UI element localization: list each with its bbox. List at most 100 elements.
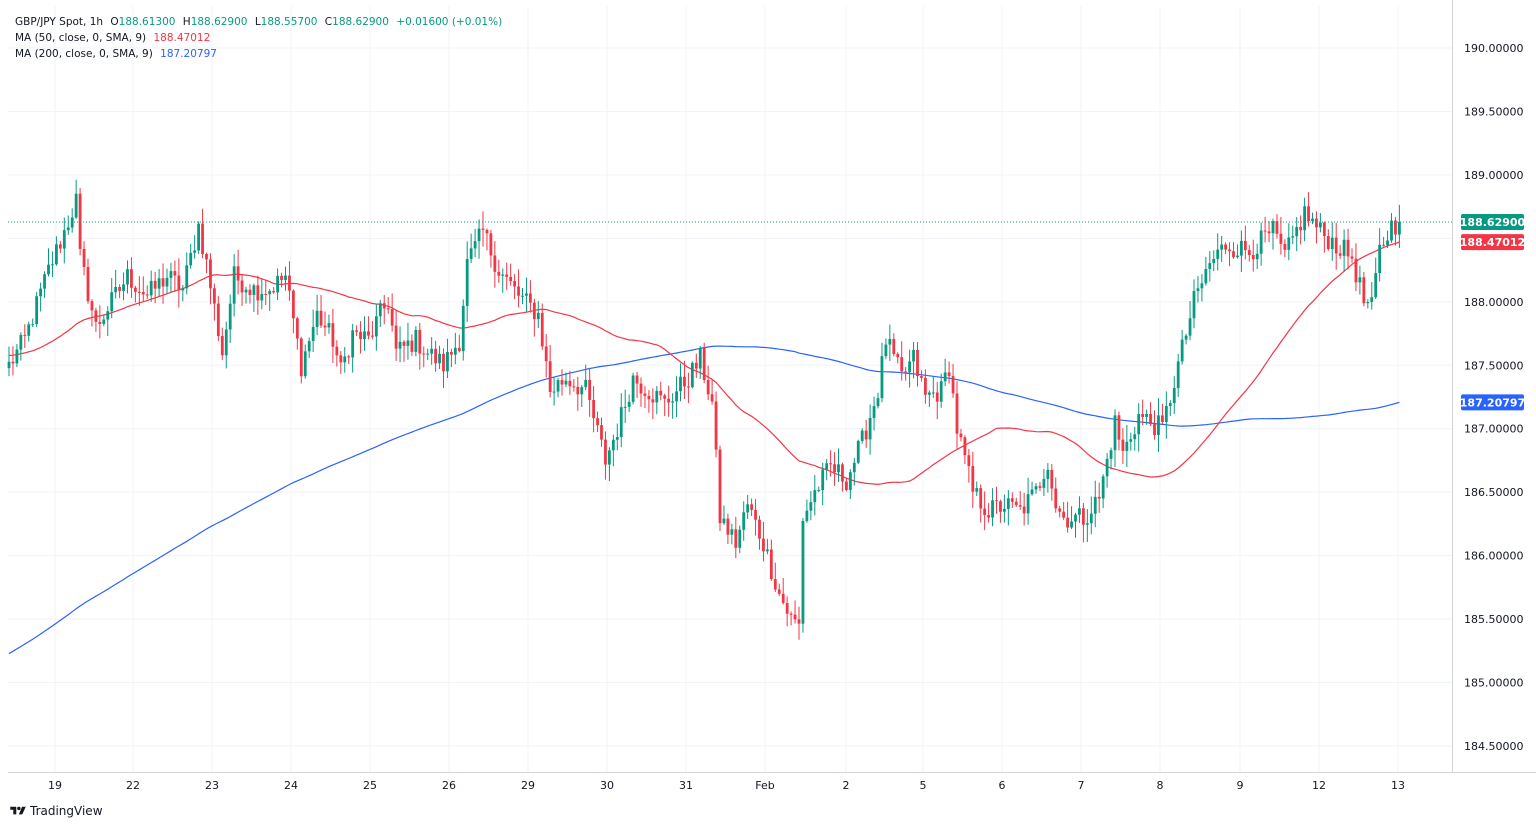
candle (1192, 279, 1196, 329)
candle-body (130, 269, 133, 288)
low-label: L (254, 16, 261, 28)
candle-body (1330, 237, 1334, 250)
candle-body (1200, 283, 1204, 289)
candle (663, 393, 667, 416)
candle-body (489, 233, 493, 256)
candle (841, 462, 844, 492)
candle (224, 321, 228, 369)
ma200-line (8, 345, 1400, 655)
candle (900, 341, 904, 381)
x-tick-label: 6 (999, 779, 1006, 792)
candle-body (1342, 239, 1346, 256)
candle-body (213, 288, 216, 304)
candle-body (1362, 277, 1366, 304)
candle-body (627, 401, 631, 407)
candle-body (149, 280, 153, 296)
candle (141, 276, 145, 302)
candle-body (165, 277, 169, 287)
candle (509, 263, 513, 286)
candle (517, 269, 520, 308)
price-tag-bg (1461, 213, 1524, 230)
candle-body (714, 401, 718, 450)
candle (845, 478, 848, 492)
candle (1046, 463, 1050, 493)
candle-body (66, 227, 70, 231)
candle-body (189, 252, 193, 266)
candle-body (414, 329, 418, 352)
candle (62, 217, 66, 264)
candle-body (1054, 488, 1058, 509)
candle (939, 373, 943, 408)
candle-body (939, 381, 943, 402)
candle-body (947, 372, 951, 377)
candle (714, 391, 718, 458)
candle-body (126, 269, 129, 285)
candle-body (363, 331, 366, 340)
candle (813, 474, 817, 516)
symbol-label[interactable]: GBP/JPY Spot, 1h (15, 16, 104, 28)
ma200-legend-row[interactable]: MA (200, close, 0, SMA, 9) 187.20797 (15, 46, 502, 62)
candle (746, 494, 750, 519)
candle (1283, 239, 1287, 258)
candle-body (920, 376, 923, 378)
candle-body (762, 538, 765, 552)
candle (615, 423, 619, 451)
candle (371, 320, 374, 340)
candle (145, 285, 149, 299)
candle-body (438, 353, 441, 364)
candle-body (801, 521, 805, 624)
tradingview-branding[interactable]: TradingView (10, 804, 103, 818)
candle (114, 269, 118, 299)
candle (1097, 482, 1101, 513)
candle (161, 263, 165, 304)
candle-body (1125, 441, 1129, 451)
candle-body (47, 264, 50, 275)
candle-body (1386, 240, 1389, 246)
candle (872, 396, 876, 431)
candle-body (82, 248, 86, 267)
candle-body (205, 254, 208, 260)
candle-body (532, 302, 536, 320)
candle (1295, 217, 1299, 252)
candle-body (23, 334, 27, 336)
candle (442, 348, 445, 389)
close-value: 188.62900 (332, 16, 389, 28)
candle-body (987, 515, 990, 518)
x-axis-tick-labels[interactable]: 19 22 23 24 25 26 29 30 31 Feb 2 5 6 7 8 9 12 13 (48, 779, 1405, 792)
ma50-legend-row[interactable]: MA (50, close, 0, SMA, 9) 188.47012 (15, 30, 502, 46)
candle (157, 269, 161, 297)
candle (201, 208, 204, 259)
candle-body (153, 280, 157, 289)
candle-body (596, 418, 599, 426)
candle (1141, 399, 1145, 425)
candle (82, 241, 86, 276)
candle (473, 228, 477, 258)
candle-body (430, 348, 434, 354)
candle-body (560, 380, 564, 385)
candle (627, 394, 631, 413)
candle-body (1066, 517, 1069, 528)
candle-body (292, 290, 295, 319)
candle-body (967, 455, 971, 467)
candle-body (1350, 256, 1354, 259)
price-tag: 188.47012 (1460, 234, 1525, 251)
candle-body (916, 349, 919, 377)
candle (769, 539, 773, 581)
candle-body (228, 303, 232, 330)
candle (529, 280, 532, 313)
candle-body (27, 324, 31, 336)
x-tick-label: 22 (126, 779, 140, 792)
candle (667, 385, 671, 417)
candle-body (453, 347, 457, 355)
candle (1054, 477, 1058, 513)
candle (635, 371, 639, 398)
candle (260, 279, 264, 310)
candle-body (568, 380, 572, 387)
candle-body (367, 331, 370, 336)
candle-body (611, 439, 615, 451)
candle-body (963, 437, 967, 456)
ma200-line-layer (8, 345, 1400, 655)
candle (1279, 216, 1283, 255)
candle-body (679, 376, 682, 392)
